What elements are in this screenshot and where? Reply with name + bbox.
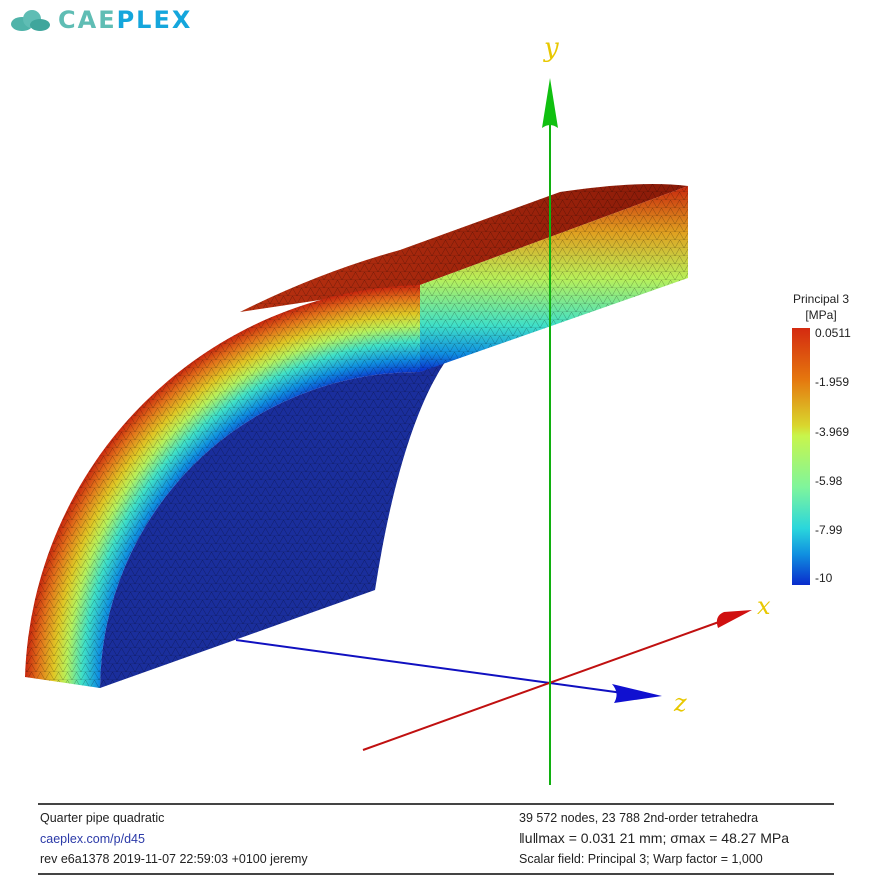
colorbar-label: -3.969	[815, 425, 850, 439]
colorbar-label: -10	[815, 571, 833, 585]
scalar-field-info: Scalar field: Principal 3; Warp factor =…	[519, 852, 763, 866]
colorbar-label: -1.959	[815, 375, 850, 389]
project-title: Quarter pipe quadratic	[40, 811, 165, 825]
max-values: ‖u‖max = 0.031 21 mm; σmax = 48.27 MPa	[519, 830, 789, 846]
y-arrowhead	[542, 78, 558, 128]
y-axis-label: y	[543, 33, 559, 63]
colorbar-label: -5.98	[815, 474, 843, 488]
cloud-icon	[11, 10, 50, 31]
colorbar-title: Principal 3 [MPa]	[780, 291, 862, 323]
x-arrowhead	[716, 610, 752, 628]
z-axis-label: z	[673, 689, 687, 717]
footer-divider	[38, 873, 834, 875]
colorbar-field: Principal 3	[792, 292, 850, 306]
colorbar	[792, 328, 810, 585]
footer-divider	[38, 803, 834, 805]
x-axis-label: x	[757, 592, 771, 620]
colorbar-label: 0.0511	[815, 326, 851, 340]
z-arrowhead	[612, 684, 662, 703]
colorbar-unit: [MPa]	[805, 308, 837, 322]
caeplex-logo[interactable]: CAEPLEX	[8, 6, 192, 34]
project-link[interactable]: caeplex.com/p/d45	[40, 832, 145, 846]
revision-info: rev e6a1378 2019-11-07 22:59:03 +0100 je…	[40, 852, 308, 866]
logo-text: CAEPLEX	[58, 6, 193, 34]
mesh-info: 39 572 nodes, 23 788 2nd-order tetrahedr…	[519, 811, 759, 825]
pipe-model	[25, 184, 688, 688]
axes: y x z	[235, 33, 771, 785]
z-axis	[235, 639, 631, 695]
x-axis	[362, 617, 731, 751]
colorbar-label: -7.99	[815, 523, 843, 537]
